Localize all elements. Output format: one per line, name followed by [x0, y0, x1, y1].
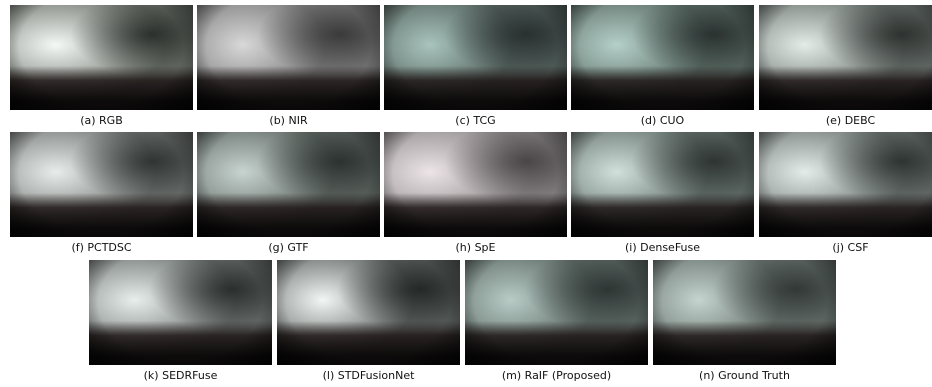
photo-panel — [197, 132, 380, 237]
photo-panel — [384, 132, 567, 237]
caption: (j) CSF — [759, 242, 932, 254]
caption: (n) Ground Truth — [653, 370, 836, 382]
figure: (a) RGB (b) NIR (c) TCG (d) CUO (e) DEBC (f) … — [0, 0, 932, 387]
photo-panel — [384, 5, 567, 110]
photo-panel — [571, 132, 754, 237]
caption: (f) PCTDSC — [10, 242, 193, 254]
photo-panel — [277, 260, 460, 365]
caption: (g) GTF — [197, 242, 380, 254]
caption: (k) SEDRFuse — [89, 370, 272, 382]
caption: (m) RaIF (Proposed) — [465, 370, 648, 382]
caption: (i) DenseFuse — [571, 242, 754, 254]
photo-panel — [653, 260, 836, 365]
caption: (d) CUO — [571, 115, 754, 127]
caption: (h) SpE — [384, 242, 567, 254]
photo-panel — [89, 260, 272, 365]
photo-panel — [571, 5, 754, 110]
caption: (e) DEBC — [759, 115, 932, 127]
photo-panel — [759, 5, 932, 110]
caption: (a) RGB — [10, 115, 193, 127]
photo-panel — [10, 5, 193, 110]
photo-panel — [759, 132, 932, 237]
photo-panel — [10, 132, 193, 237]
caption: (b) NIR — [197, 115, 380, 127]
photo-panel — [197, 5, 380, 110]
caption: (c) TCG — [384, 115, 567, 127]
photo-panel — [465, 260, 648, 365]
caption: (l) STDFusionNet — [277, 370, 460, 382]
